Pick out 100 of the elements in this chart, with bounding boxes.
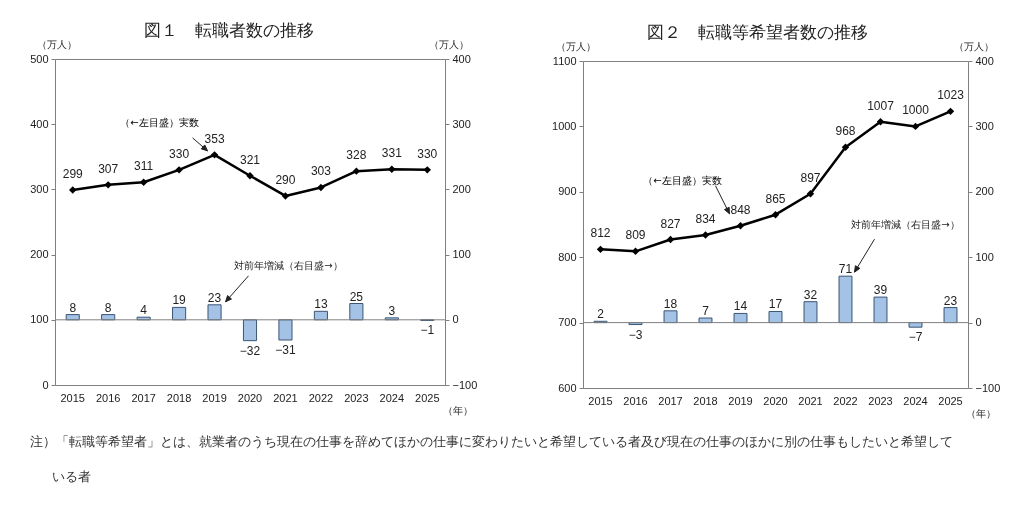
data-label: 8 [104, 300, 112, 315]
data-label: 23 [207, 290, 222, 305]
data-label: 827 [660, 216, 681, 231]
data-label: 7 [702, 304, 710, 319]
y2-tick-label: −100 [452, 378, 478, 391]
y-tick-label: 100 [30, 313, 49, 326]
data-label: −3 [628, 327, 643, 342]
data-label: 331 [381, 146, 403, 161]
x-tick-label: 2016 [95, 391, 121, 404]
data-label: 32 [803, 287, 818, 302]
y2-axis-title: （万人） [428, 38, 469, 50]
x-tick-label: 2021 [798, 394, 823, 407]
data-label: 13 [314, 297, 328, 312]
y-tick-label: 1000 [552, 119, 577, 132]
y2-tick-label: 200 [452, 182, 471, 195]
y-tick-label: 200 [30, 248, 49, 261]
y2-tick-label: 400 [975, 54, 994, 67]
data-label: −31 [275, 343, 296, 358]
y-tick-label: 600 [558, 381, 577, 394]
x-tick-label: 2024 [379, 391, 405, 404]
data-label: 848 [730, 202, 751, 217]
data-label: 834 [695, 211, 716, 226]
data-label: 290 [275, 172, 296, 187]
y-tick-label: 500 [30, 52, 49, 65]
data-label: 39 [873, 283, 888, 298]
y2-tick-label: 0 [975, 316, 982, 329]
x-tick-label: 2024 [903, 394, 928, 407]
y-tick-label: 300 [30, 182, 49, 195]
x-tick-label: 2022 [833, 394, 858, 407]
text: 注）「転職等希望者」とは、就業者のうち現在の仕事を辞めてほかの仕事に変わりたいと希望している者及び現在の仕事のほかに別の仕事もしたいと希望している者 [30, 434, 953, 484]
chart-title: 図１ 転職者数の推移 [144, 20, 314, 40]
data-label: 307 [98, 161, 119, 176]
chart-title: 図２ 転職等希望者数の推移 [647, 22, 868, 42]
text: 対前年増減（右目盛→） [234, 259, 343, 271]
x-tick-label: 2023 [868, 394, 893, 407]
data-label: 809 [625, 228, 646, 243]
x-tick-label: 2022 [308, 391, 334, 404]
x-tick-label: 2016 [623, 394, 648, 407]
data-label: 303 [310, 164, 332, 179]
y2-tick-label: 300 [975, 119, 994, 132]
y2-tick-label: 100 [975, 250, 994, 263]
x-axis-title: （年） [965, 407, 996, 419]
y-tick-label: 400 [30, 117, 49, 130]
y-tick-label: 900 [558, 185, 577, 198]
x-tick-label: 2017 [131, 391, 156, 404]
x-tick-label: 2020 [763, 394, 788, 407]
y-tick-label: 800 [558, 250, 577, 263]
text: （←左目盛）実数 [120, 116, 199, 128]
x-tick-label: 2017 [658, 394, 683, 407]
y-tick-label: 0 [42, 378, 49, 391]
data-label: 812 [590, 226, 611, 241]
data-label: 968 [835, 124, 856, 139]
x-tick-label: 2025 [938, 394, 963, 407]
y2-tick-label: 300 [452, 117, 471, 130]
data-label: 14 [733, 299, 748, 314]
data-label: 311 [134, 159, 154, 174]
data-label: 330 [417, 146, 438, 161]
data-label: −7 [908, 330, 923, 345]
x-tick-label: 2019 [202, 391, 227, 404]
data-label: 2 [597, 307, 605, 322]
y2-tick-label: 400 [452, 52, 471, 65]
data-label: 4 [140, 303, 148, 318]
data-label: 3 [388, 303, 396, 318]
data-label: 25 [349, 289, 364, 304]
x-tick-label: 2018 [166, 391, 192, 404]
data-label: −1 [420, 323, 435, 338]
data-label: 353 [204, 131, 225, 146]
data-label: 23 [943, 293, 958, 308]
x-tick-label: 2021 [273, 391, 298, 404]
y2-tick-label: 100 [452, 248, 471, 261]
data-label: 1023 [937, 88, 965, 103]
y-tick-label: 700 [558, 316, 577, 329]
x-tick-label: 2015 [60, 391, 85, 404]
data-label: 8 [69, 300, 77, 315]
data-label: 328 [346, 148, 367, 163]
data-label: 1000 [902, 103, 930, 118]
x-tick-label: 2020 [237, 391, 263, 404]
x-axis-title: （年） [442, 404, 473, 416]
data-label: 865 [765, 191, 786, 206]
y2-tick-label: 200 [975, 185, 994, 198]
y-axis-title: （万人） [555, 40, 596, 52]
data-label: 897 [800, 170, 821, 185]
data-label: 17 [768, 297, 783, 312]
text: （←左目盛）実数 [643, 174, 722, 186]
x-tick-label: 2018 [693, 394, 718, 407]
data-label: 321 [239, 152, 261, 167]
y2-axis-title: （万人） [953, 40, 994, 52]
x-tick-label: 2023 [344, 391, 369, 404]
x-tick-label: 2015 [588, 394, 613, 407]
data-label: 71 [838, 262, 853, 277]
data-label: 330 [169, 146, 190, 161]
data-label: 299 [62, 167, 84, 182]
data-label: 1007 [867, 98, 895, 113]
x-tick-label: 2025 [415, 391, 440, 404]
y-axis-title: （万人） [36, 38, 77, 50]
y2-tick-label: 0 [452, 313, 459, 326]
y2-tick-label: −100 [975, 381, 1001, 394]
data-label: 18 [663, 296, 678, 311]
text: 対前年増減（右目盛→） [851, 219, 960, 231]
data-label: 19 [172, 293, 187, 308]
